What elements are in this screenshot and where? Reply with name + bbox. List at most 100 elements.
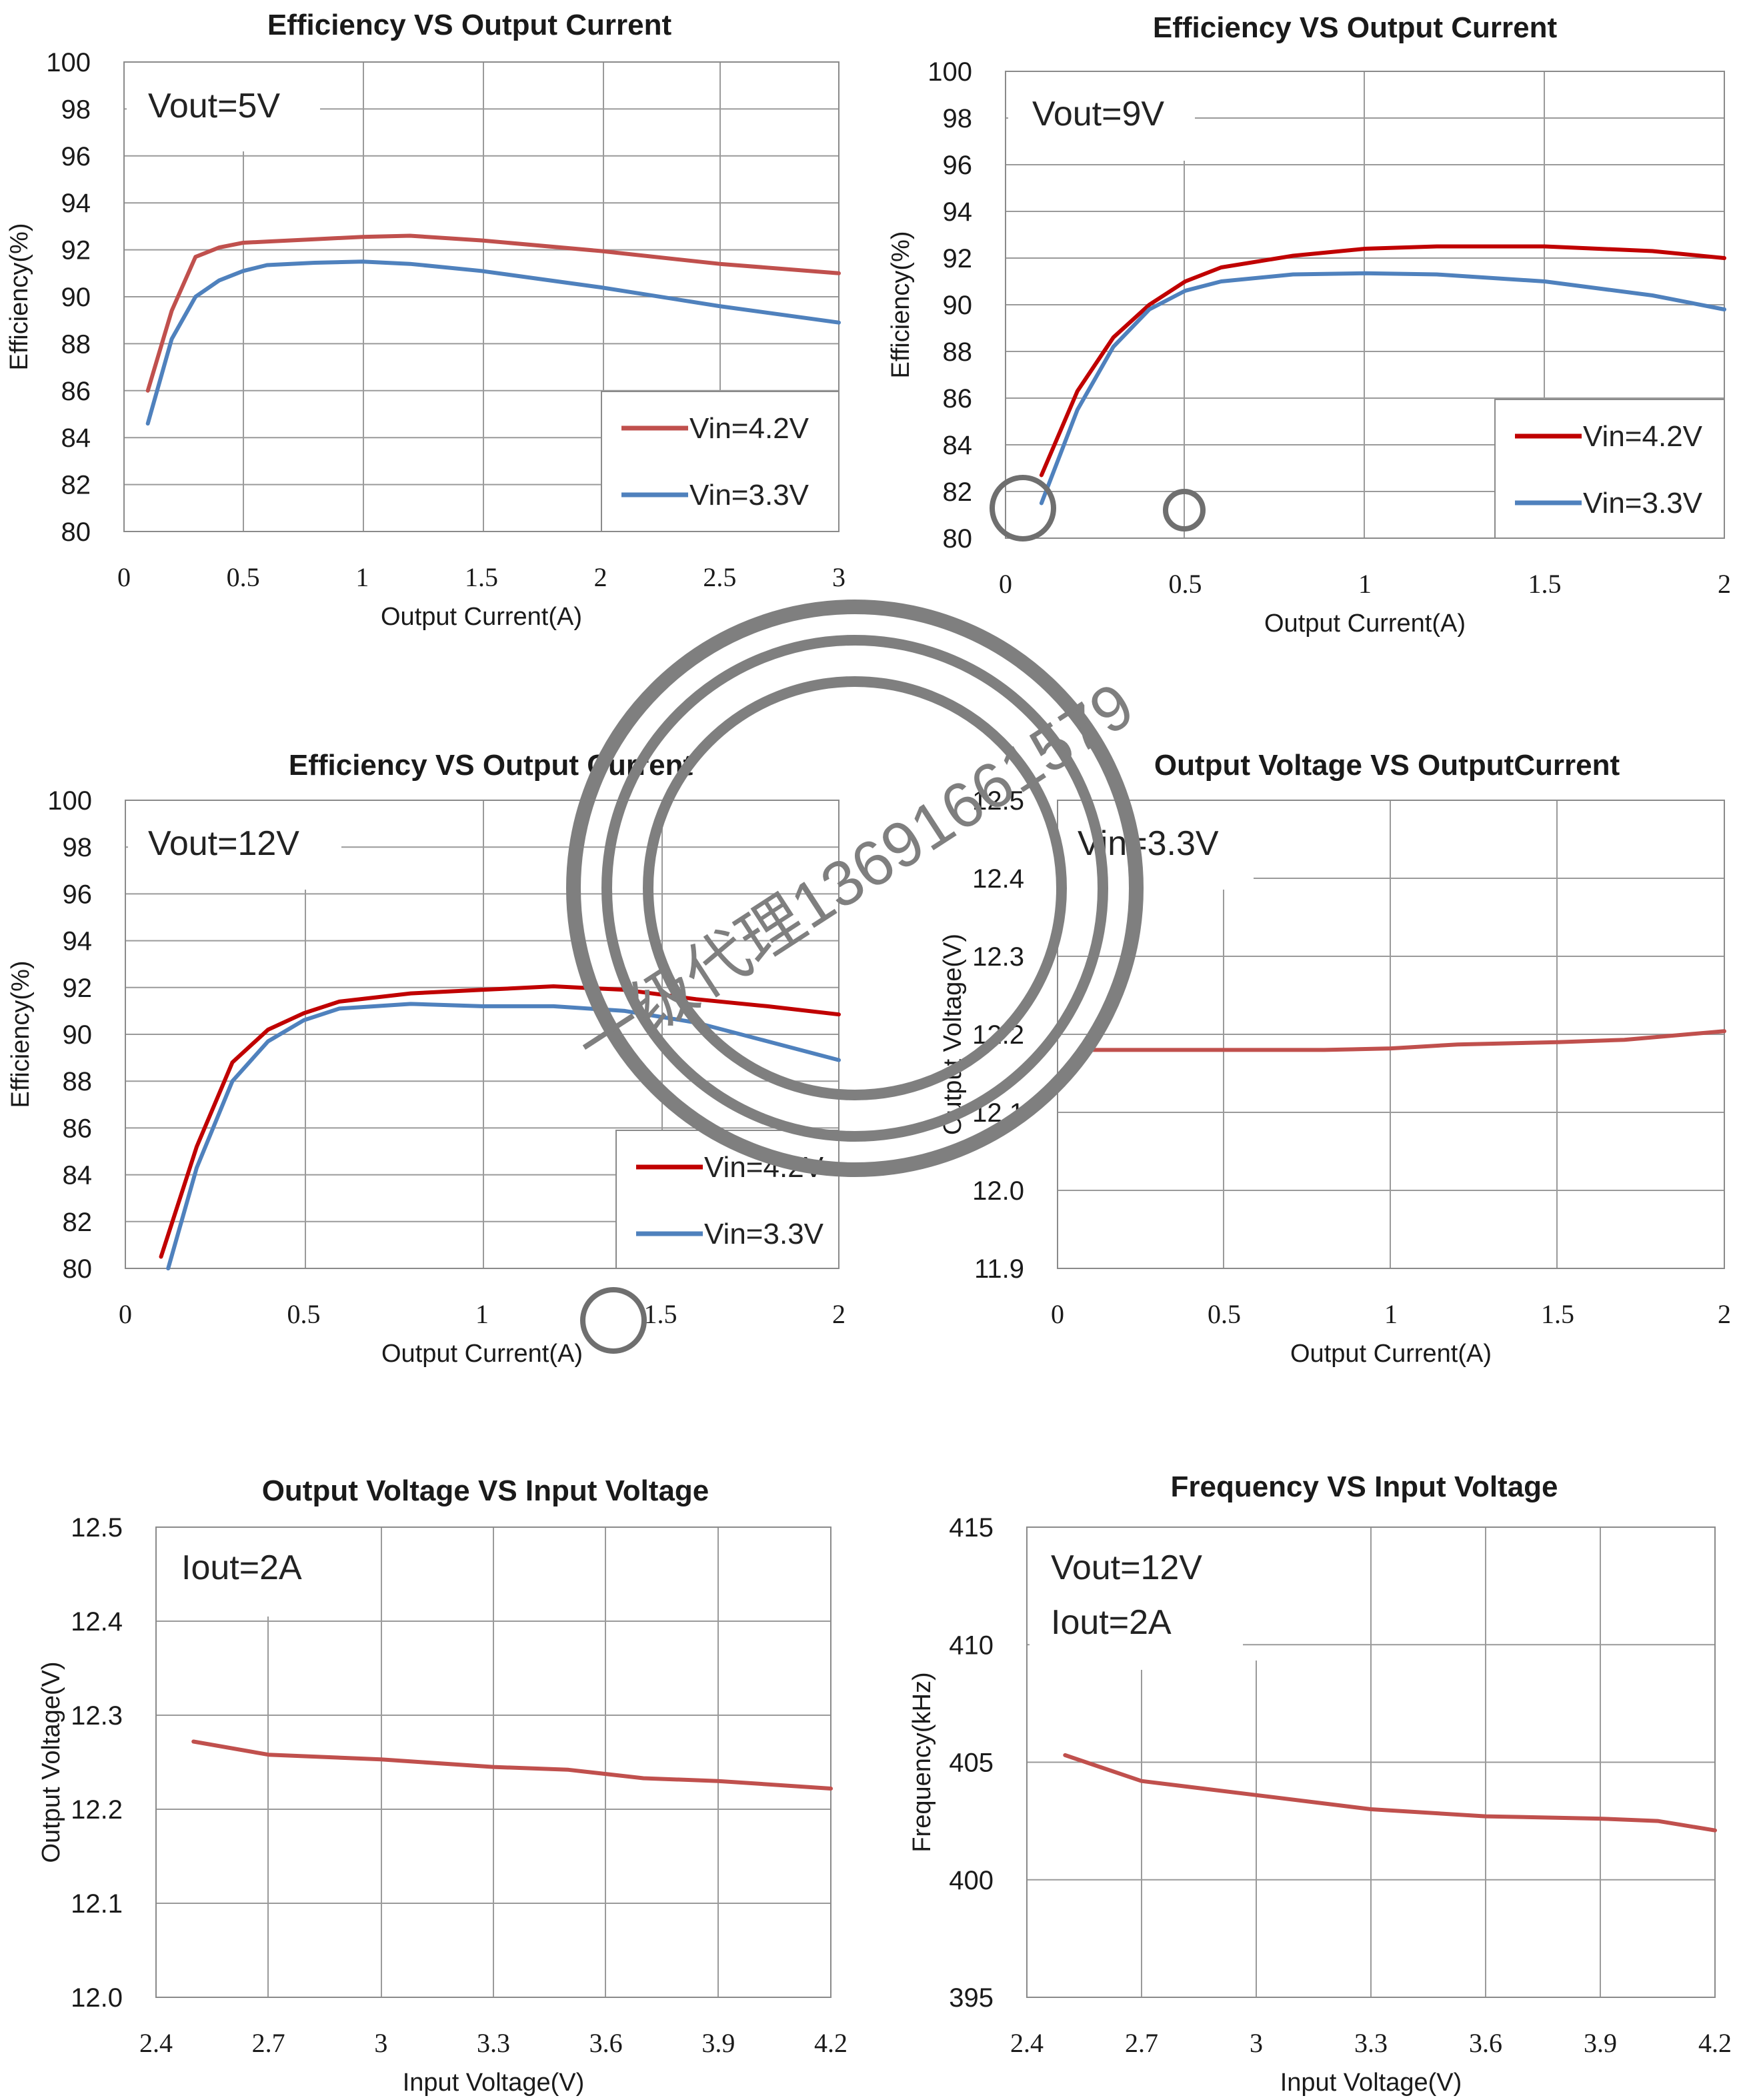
y-tick-label: 11.9 <box>974 1254 1024 1284</box>
watermark-ring-middle <box>601 635 1108 1142</box>
legend-label: Vin=4.2V <box>689 412 809 445</box>
chart-title: Efficiency VS Output Current <box>267 9 672 41</box>
y-tick-label: 98 <box>943 104 973 133</box>
y-tick-label: 88 <box>63 1067 93 1096</box>
x-tick-label: 2.7 <box>1125 2028 1158 2058</box>
chart-title: Frequency VS Input Voltage <box>1170 1470 1558 1503</box>
y-tick-label: 12.4 <box>972 864 1024 894</box>
y-tick-label: 94 <box>943 197 973 227</box>
legend-label: Vin=3.3V <box>704 1218 824 1250</box>
x-tick-label: 2.7 <box>252 2028 285 2058</box>
y-axis-label: Efficiency(%) <box>7 960 35 1108</box>
x-tick-label: 2.4 <box>1010 2028 1044 2058</box>
plot-frame <box>123 61 839 532</box>
y-tick-label: 94 <box>61 189 91 218</box>
x-axis-label: Output Current(A) <box>381 603 582 631</box>
annotation-box <box>1030 1530 1243 1670</box>
x-tick-label: 0.5 <box>287 1299 321 1329</box>
y-tick-label: 12.0 <box>71 1983 123 2013</box>
y-axis-label: Efficiency(%) <box>887 231 915 378</box>
x-tick-label: 3.9 <box>1584 2028 1617 2058</box>
y-tick-label: 12.3 <box>71 1701 123 1731</box>
x-tick-label: 2.4 <box>139 2028 173 2058</box>
plot-frame <box>1026 1526 1716 1998</box>
y-tick-label: 90 <box>63 1020 93 1050</box>
watermark-dot-ring <box>990 475 1056 542</box>
plot-frame <box>1005 71 1725 539</box>
legend-box <box>1494 399 1725 539</box>
y-tick-label: 82 <box>61 471 91 500</box>
y-tick-label: 82 <box>943 477 973 507</box>
legend-box <box>615 1130 839 1269</box>
annotation-box <box>128 803 341 890</box>
chart-5: Iout=2A 12.0 12.1 12.2 12.3 12.4 12.5 2.4 2.7 3 3.… <box>37 1474 847 2097</box>
y-tick-label: 96 <box>61 142 91 171</box>
y-tick-label: 80 <box>61 517 91 547</box>
y-tick-label: 12.1 <box>71 1889 123 1919</box>
plot-frame <box>155 1526 831 1998</box>
chart-title: Efficiency VS Output Current <box>289 749 693 782</box>
x-tick-label: 3.6 <box>589 2028 623 2058</box>
y-tick-label: 395 <box>949 1983 994 2013</box>
chart-2: Vout=9V Vin=4.2V Vin=3.3V 80 82 84 86 88 90 92 94 9… <box>887 11 1731 638</box>
x-axis-label: Output Current(A) <box>1264 610 1466 638</box>
x-tick-label: 3 <box>1250 2028 1263 2058</box>
watermark-ring-inner <box>643 676 1067 1100</box>
legend-label: Vin=4.2V <box>1583 420 1703 453</box>
x-tick-label: 2 <box>832 1299 845 1329</box>
x-axis-label: Input Voltage(V) <box>403 2069 585 2097</box>
x-tick-label: 2 <box>1718 1299 1731 1329</box>
x-tick-label: 0 <box>119 1299 132 1329</box>
series-line-1 <box>145 233 841 393</box>
y-tick-label: 12.4 <box>71 1607 123 1637</box>
series-line-1 <box>191 1739 833 1791</box>
x-tick-label: 0 <box>117 562 131 592</box>
y-tick-label: 94 <box>63 927 93 956</box>
x-tick-label: 3.6 <box>1469 2028 1502 2058</box>
x-axis-label: Output Current(A) <box>1290 1340 1492 1368</box>
y-tick-label: 410 <box>949 1631 994 1660</box>
chart-annotation: Vout=9V <box>1032 95 1164 133</box>
x-tick-label: 1 <box>1358 569 1372 599</box>
x-tick-label: 0 <box>1051 1299 1064 1329</box>
chart-annotation: Vout=12V <box>148 824 299 863</box>
chart-title: Output Voltage VS OutputCurrent <box>1154 749 1620 782</box>
y-tick-label: 86 <box>943 384 973 413</box>
x-tick-label: 1 <box>1384 1299 1398 1329</box>
x-tick-label: 1.5 <box>644 1299 677 1329</box>
y-tick-label: 415 <box>949 1513 994 1542</box>
y-tick-label: 12.2 <box>71 1795 123 1825</box>
legend-label: Vin=3.3V <box>689 479 809 511</box>
legend: Vin=4.2V Vin=3.3V <box>601 391 839 532</box>
x-tick-label: 4.2 <box>814 2028 847 2058</box>
chart-annotation: Iout=2A <box>1051 1603 1172 1642</box>
y-tick-label: 405 <box>949 1749 994 1778</box>
y-tick-label: 96 <box>943 151 973 180</box>
y-tick-label: 86 <box>61 377 91 406</box>
series-line-2 <box>145 259 841 426</box>
y-tick-label: 88 <box>61 329 91 359</box>
annotation-box <box>159 1530 325 1617</box>
x-tick-label: 3.9 <box>701 2028 735 2058</box>
y-tick-label: 98 <box>61 95 91 124</box>
y-tick-label: 92 <box>63 974 93 1003</box>
chart-title: Output Voltage VS Input Voltage <box>262 1474 709 1507</box>
y-tick-label: 80 <box>63 1254 93 1284</box>
x-axis-label: Input Voltage(V) <box>1280 2069 1462 2097</box>
y-tick-label: 84 <box>61 423 91 453</box>
y-tick-label: 12.0 <box>972 1176 1024 1206</box>
y-tick-label: 12.3 <box>972 942 1024 972</box>
y-tick-label: 100 <box>928 57 972 87</box>
annotation-box <box>1008 74 1195 161</box>
y-tick-label: 86 <box>63 1114 93 1143</box>
x-tick-label: 3.3 <box>1354 2028 1388 2058</box>
y-axis-label: Efficiency(%) <box>5 223 33 370</box>
y-tick-label: 98 <box>63 833 93 862</box>
y-tick-label: 90 <box>943 291 973 320</box>
x-tick-label: 1.5 <box>465 562 498 592</box>
x-tick-label: 0.5 <box>227 562 260 592</box>
chart-annotation: Vout=12V <box>1051 1548 1202 1587</box>
x-tick-label: 0.5 <box>1169 569 1202 599</box>
